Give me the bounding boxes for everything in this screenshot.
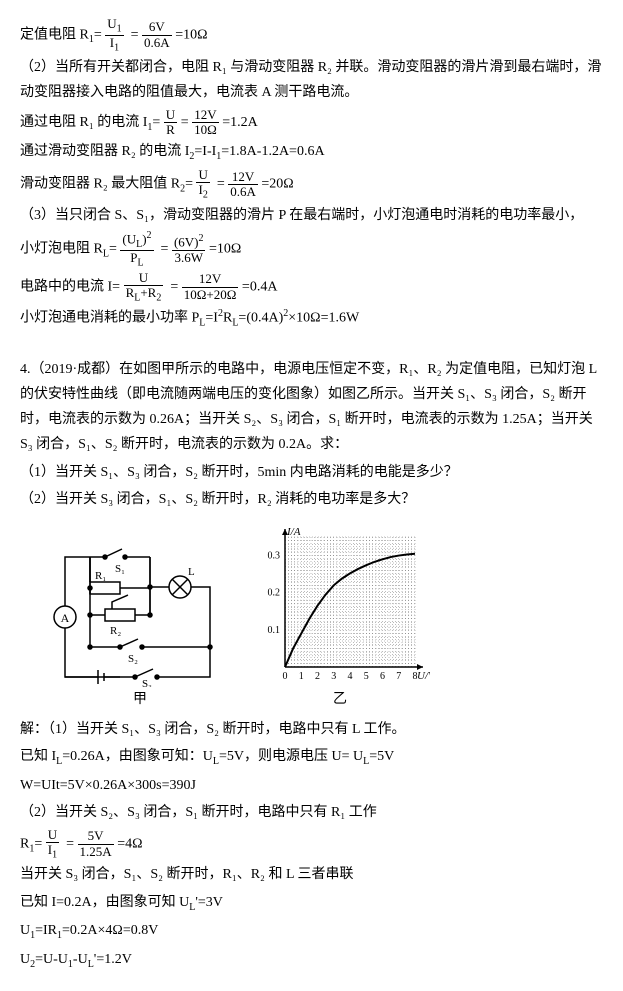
svg-text:S₃: S₃ <box>142 678 152 687</box>
sol-2a: （2）当开关 S₂、S₃ 闭合，S₁ 断开时，电路中只有 R₁ 工作 <box>20 800 603 825</box>
iv-chart: 0123456780.10.20.3U/VI/A 乙 <box>250 522 430 712</box>
svg-text:2: 2 <box>315 671 320 682</box>
svg-text:3: 3 <box>331 671 336 682</box>
svg-text:S₂: S₂ <box>128 653 138 665</box>
svg-text:R₁: R₁ <box>95 570 106 582</box>
eq-r2: 滑动变阻器 R₂ 最大阻值 R2= UI2 = 12V0.6A =20Ω <box>20 168 603 201</box>
svg-text:4: 4 <box>348 671 353 682</box>
svg-text:R₂: R₂ <box>110 625 121 637</box>
sol-r1: R1= UI1 = 5V1.25A =4Ω <box>20 828 603 861</box>
sol-2b: 当开关 S₃ 闭合，S₁、S₂ 断开时，R₁、R₂ 和 L 三者串联 <box>20 862 603 887</box>
svg-text:6: 6 <box>380 671 385 682</box>
q4-stem: 4.（2019·成都）在如图甲所示的电路中，电源电压恒定不变，R₁、R₂ 为定值… <box>20 357 603 458</box>
sol-1b: 已知 IL=0.26A，由图象可知：UL=5V，则电源电压 U= UL=5V <box>20 744 603 771</box>
sol-u1: U1=IR1=0.2A×4Ω=0.8V <box>20 918 603 945</box>
eq-pl: 小灯泡通电消耗的最小功率 PL=I2RL=(0.4A)2×10Ω=1.6W <box>20 305 603 332</box>
svg-text:0.2: 0.2 <box>268 588 281 599</box>
circuit-diagram: A S₁ R₁ <box>50 537 230 712</box>
svg-text:0: 0 <box>283 671 288 682</box>
eq-i: 电路中的电流 I= URL+R2 = 12V10Ω+20Ω =0.4A <box>20 271 603 304</box>
svg-text:U/V: U/V <box>417 670 430 682</box>
sol-ul: 已知 I=0.2A，由图象可知 UL'=3V <box>20 890 603 917</box>
eq-rl: 小灯泡电阻 RL= (UL)2PL = (6V)23.6W =10Ω <box>20 230 603 269</box>
svg-text:0.3: 0.3 <box>268 551 281 562</box>
svg-text:A: A <box>61 611 70 625</box>
sol-1a: 解：（1）当开关 S₁、S₃ 闭合，S₂ 断开时，电路中只有 L 工作。 <box>20 717 603 742</box>
text-3: （3）当只闭合 S、S₁，滑动变阻器的滑片 P 在最右端时，小灯泡通电时消耗的电… <box>20 203 603 228</box>
svg-text:0.1: 0.1 <box>268 625 281 636</box>
eq-i1: 通过电阻 R₁ 的电流 I1= UR = 12V10Ω =1.2A <box>20 108 603 138</box>
sol-u2: U2=U-U1-UL'=1.2V <box>20 947 603 974</box>
sol-w: W=UIt=5V×0.26A×300s=390J <box>20 773 603 798</box>
eq-i2: 通过滑动变阻器 R₂ 的电流 I2=I-I1=1.8A-1.2A=0.6A <box>20 139 603 166</box>
svg-text:S₁: S₁ <box>115 563 125 575</box>
svg-text:L: L <box>188 566 195 578</box>
q4-1: （1）当开关 S₁、S₃ 闭合，S₂ 断开时，5min 内电路消耗的电能是多少？ <box>20 460 603 485</box>
svg-text:7: 7 <box>396 671 401 682</box>
svg-text:1: 1 <box>299 671 304 682</box>
text-2: （2）当所有开关都闭合，电阻 R₁ 与滑动变阻器 R₂ 并联。滑动变阻器的滑片滑… <box>20 55 603 105</box>
eq-r1: 定值电阻 R1= U1I1 = 6V0.6A =10Ω <box>20 17 603 53</box>
q4-2: （2）当开关 S₃ 闭合，S₁、S₂ 断开时，R₂ 消耗的电功率是多大？ <box>20 487 603 512</box>
svg-text:I/A: I/A <box>286 526 301 538</box>
svg-text:5: 5 <box>364 671 369 682</box>
